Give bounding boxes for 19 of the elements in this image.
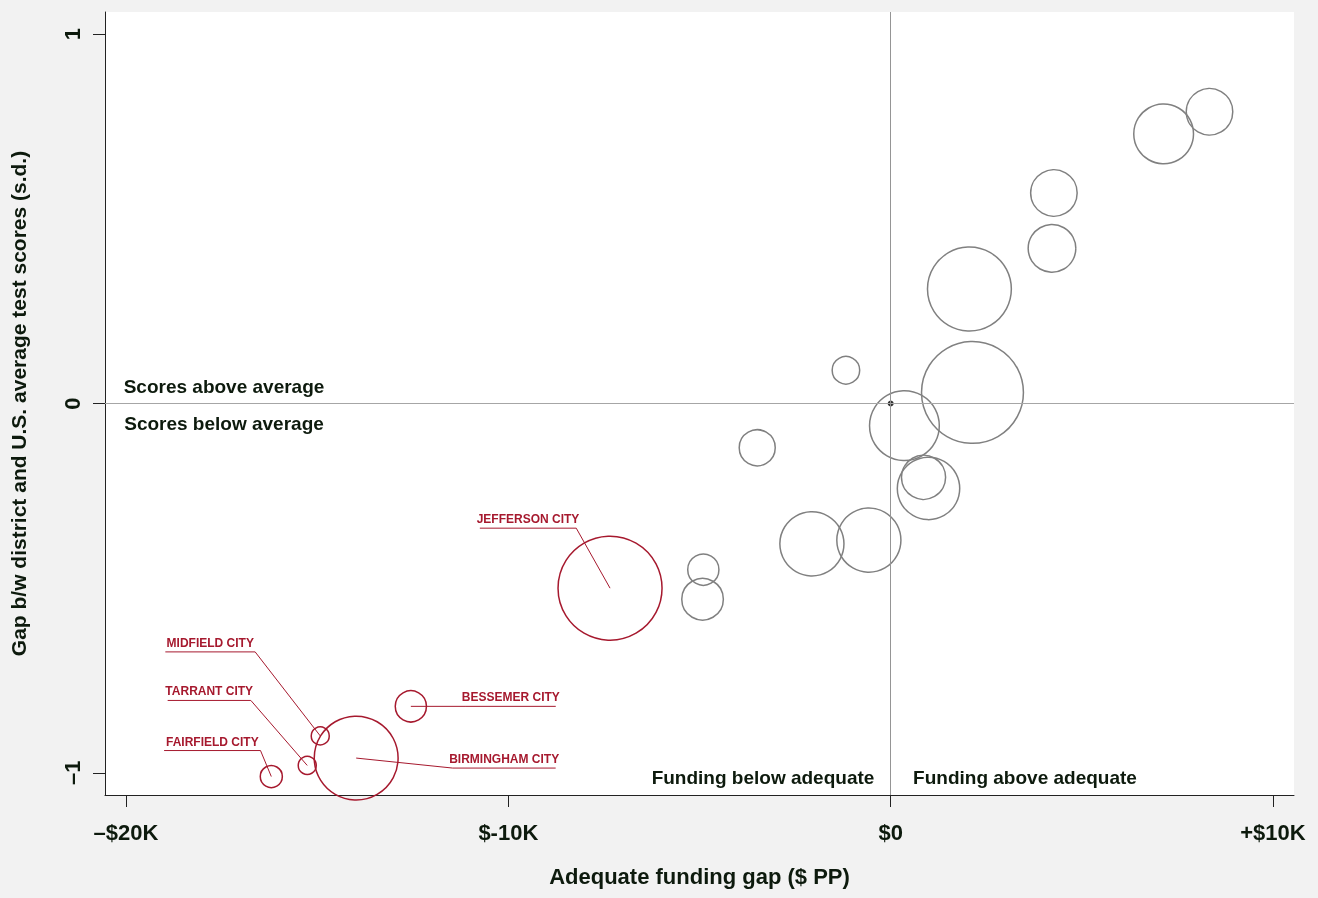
annotation: TARRANT CITY [165,684,254,699]
y-axis-title: Gap b/w district and U.S. average test scores (s.d.) [7,150,30,657]
x-tick-label: +$10K [1240,819,1306,845]
annotation: MIDFIELD CITY [166,635,254,650]
annotation: Scores below average [124,412,324,434]
annotation: BESSEMER CITY [461,690,560,705]
annotation: BIRMINGHAM CITY [449,752,560,767]
annotation: JEFFERSON CITY [476,512,580,527]
x-tick-label: $0 [878,819,903,845]
annotation: Funding above adequate [913,766,1137,788]
y-tick-label: –1 [59,760,85,786]
x-axis-title: Adequate funding gap ($ PP) [549,863,850,889]
y-tick-label: 0 [59,397,85,410]
annotation: FAIRFIELD CITY [165,734,259,749]
y-tick-label: 1 [59,28,85,41]
annotation: Scores above average [123,375,325,397]
annotation: Funding below adequate [651,766,875,788]
x-tick-label: –$20K [93,819,159,845]
x-tick-label: $-10K [478,819,539,845]
